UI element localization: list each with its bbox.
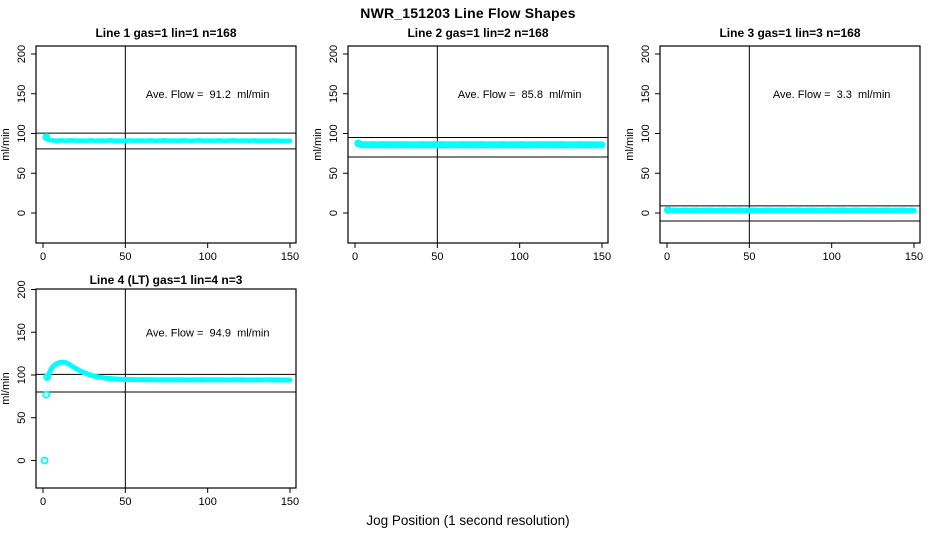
panel-line-1: 0 50 100 150 0 50 100 150 200 ml/min Ave. Flow = 9… xyxy=(0,26,299,263)
y-tick-label: 100 xyxy=(328,124,340,142)
y-tick-label: 150 xyxy=(640,85,652,103)
plot-box xyxy=(35,45,297,244)
ring-marker xyxy=(42,133,51,141)
x-tick-label: 50 xyxy=(119,496,131,508)
x-tick-label: 50 xyxy=(119,251,131,263)
x-tick-label: 0 xyxy=(664,251,670,263)
ring-marker xyxy=(42,390,51,399)
y-tick-label: 0 xyxy=(16,457,28,463)
panel-title: Line 3 gas=1 lin=3 n=168 xyxy=(719,26,860,40)
y-tick-label: 100 xyxy=(16,366,28,384)
y-tick-label: 150 xyxy=(16,323,28,341)
x-tick-label: 0 xyxy=(40,251,46,263)
x-tick-label: 50 xyxy=(743,251,755,263)
y-tick-label: 50 xyxy=(16,167,28,179)
y-tick-label: 0 xyxy=(16,210,28,216)
panel-title: Line 4 (LT) gas=1 lin=4 n=3 xyxy=(90,273,243,287)
x-tick-label: 100 xyxy=(510,251,528,263)
y-tick-label: 50 xyxy=(16,412,28,424)
y-tick-label: 150 xyxy=(328,85,340,103)
y-tick-label: 0 xyxy=(328,210,340,216)
panel-title: Line 2 gas=1 lin=2 n=168 xyxy=(407,26,548,40)
panel-title: Line 1 gas=1 lin=1 n=168 xyxy=(95,26,236,40)
y-tick-label: 200 xyxy=(328,45,340,63)
x-tick-label: 150 xyxy=(593,251,611,263)
ave-flow-annotation: Ave. Flow = 3.3 ml/min xyxy=(773,89,890,101)
y-tick-label: 200 xyxy=(16,280,28,298)
x-axis-caption: Jog Position (1 second resolution) xyxy=(366,513,570,528)
y-axis-label: ml/min xyxy=(0,372,12,404)
ring-marker xyxy=(663,206,672,214)
ave-flow-annotation: Ave. Flow = 85.8 ml/min xyxy=(458,89,582,101)
y-tick-label: 0 xyxy=(640,210,652,216)
ring-marker xyxy=(43,373,52,382)
ave-flow-annotation: Ave. Flow = 94.9 ml/min xyxy=(146,327,270,339)
ring-marker xyxy=(40,456,49,465)
plot-box xyxy=(35,288,297,489)
x-tick-label: 150 xyxy=(281,496,299,508)
y-tick-label: 200 xyxy=(16,45,28,63)
panel-line-3: 0 50 100 150 0 50 100 150 200 ml/min Ave. Flow = 3… xyxy=(624,26,923,263)
flow-points-series xyxy=(354,139,606,149)
y-axis-label: ml/min xyxy=(0,128,12,160)
y-axis-label: ml/min xyxy=(624,128,636,160)
x-tick-label: 0 xyxy=(40,496,46,508)
flow-points-series xyxy=(44,134,293,144)
x-tick-label: 100 xyxy=(822,251,840,263)
y-tick-label: 100 xyxy=(640,124,652,142)
panel-line-4: 0 50 100 150 0 50 100 150 200 ml/min Ave. Flow = 9… xyxy=(0,273,299,508)
y-tick-label: 100 xyxy=(16,124,28,142)
ring-marker xyxy=(354,139,363,148)
y-tick-label: 50 xyxy=(328,167,340,179)
x-tick-label: 0 xyxy=(352,251,358,263)
y-tick-label: 150 xyxy=(16,85,28,103)
x-tick-label: 100 xyxy=(198,496,216,508)
ave-flow-annotation: Ave. Flow = 91.2 ml/min xyxy=(146,89,270,101)
plot-box xyxy=(347,45,609,244)
x-tick-label: 50 xyxy=(431,251,443,263)
y-tick-label: 50 xyxy=(640,167,652,179)
flow-points-series xyxy=(45,359,293,383)
x-tick-label: 150 xyxy=(905,251,923,263)
plot-box xyxy=(659,45,921,244)
y-tick-label: 200 xyxy=(640,45,652,63)
y-axis-label: ml/min xyxy=(312,128,324,160)
panel-line-2: 0 50 100 150 0 50 100 150 200 ml/min Ave. Flow = 8… xyxy=(312,26,611,263)
x-tick-label: 150 xyxy=(281,251,299,263)
flow-points-series xyxy=(665,207,917,214)
main-title: NWR_151203 Line Flow Shapes xyxy=(360,5,576,21)
x-tick-label: 100 xyxy=(198,251,216,263)
